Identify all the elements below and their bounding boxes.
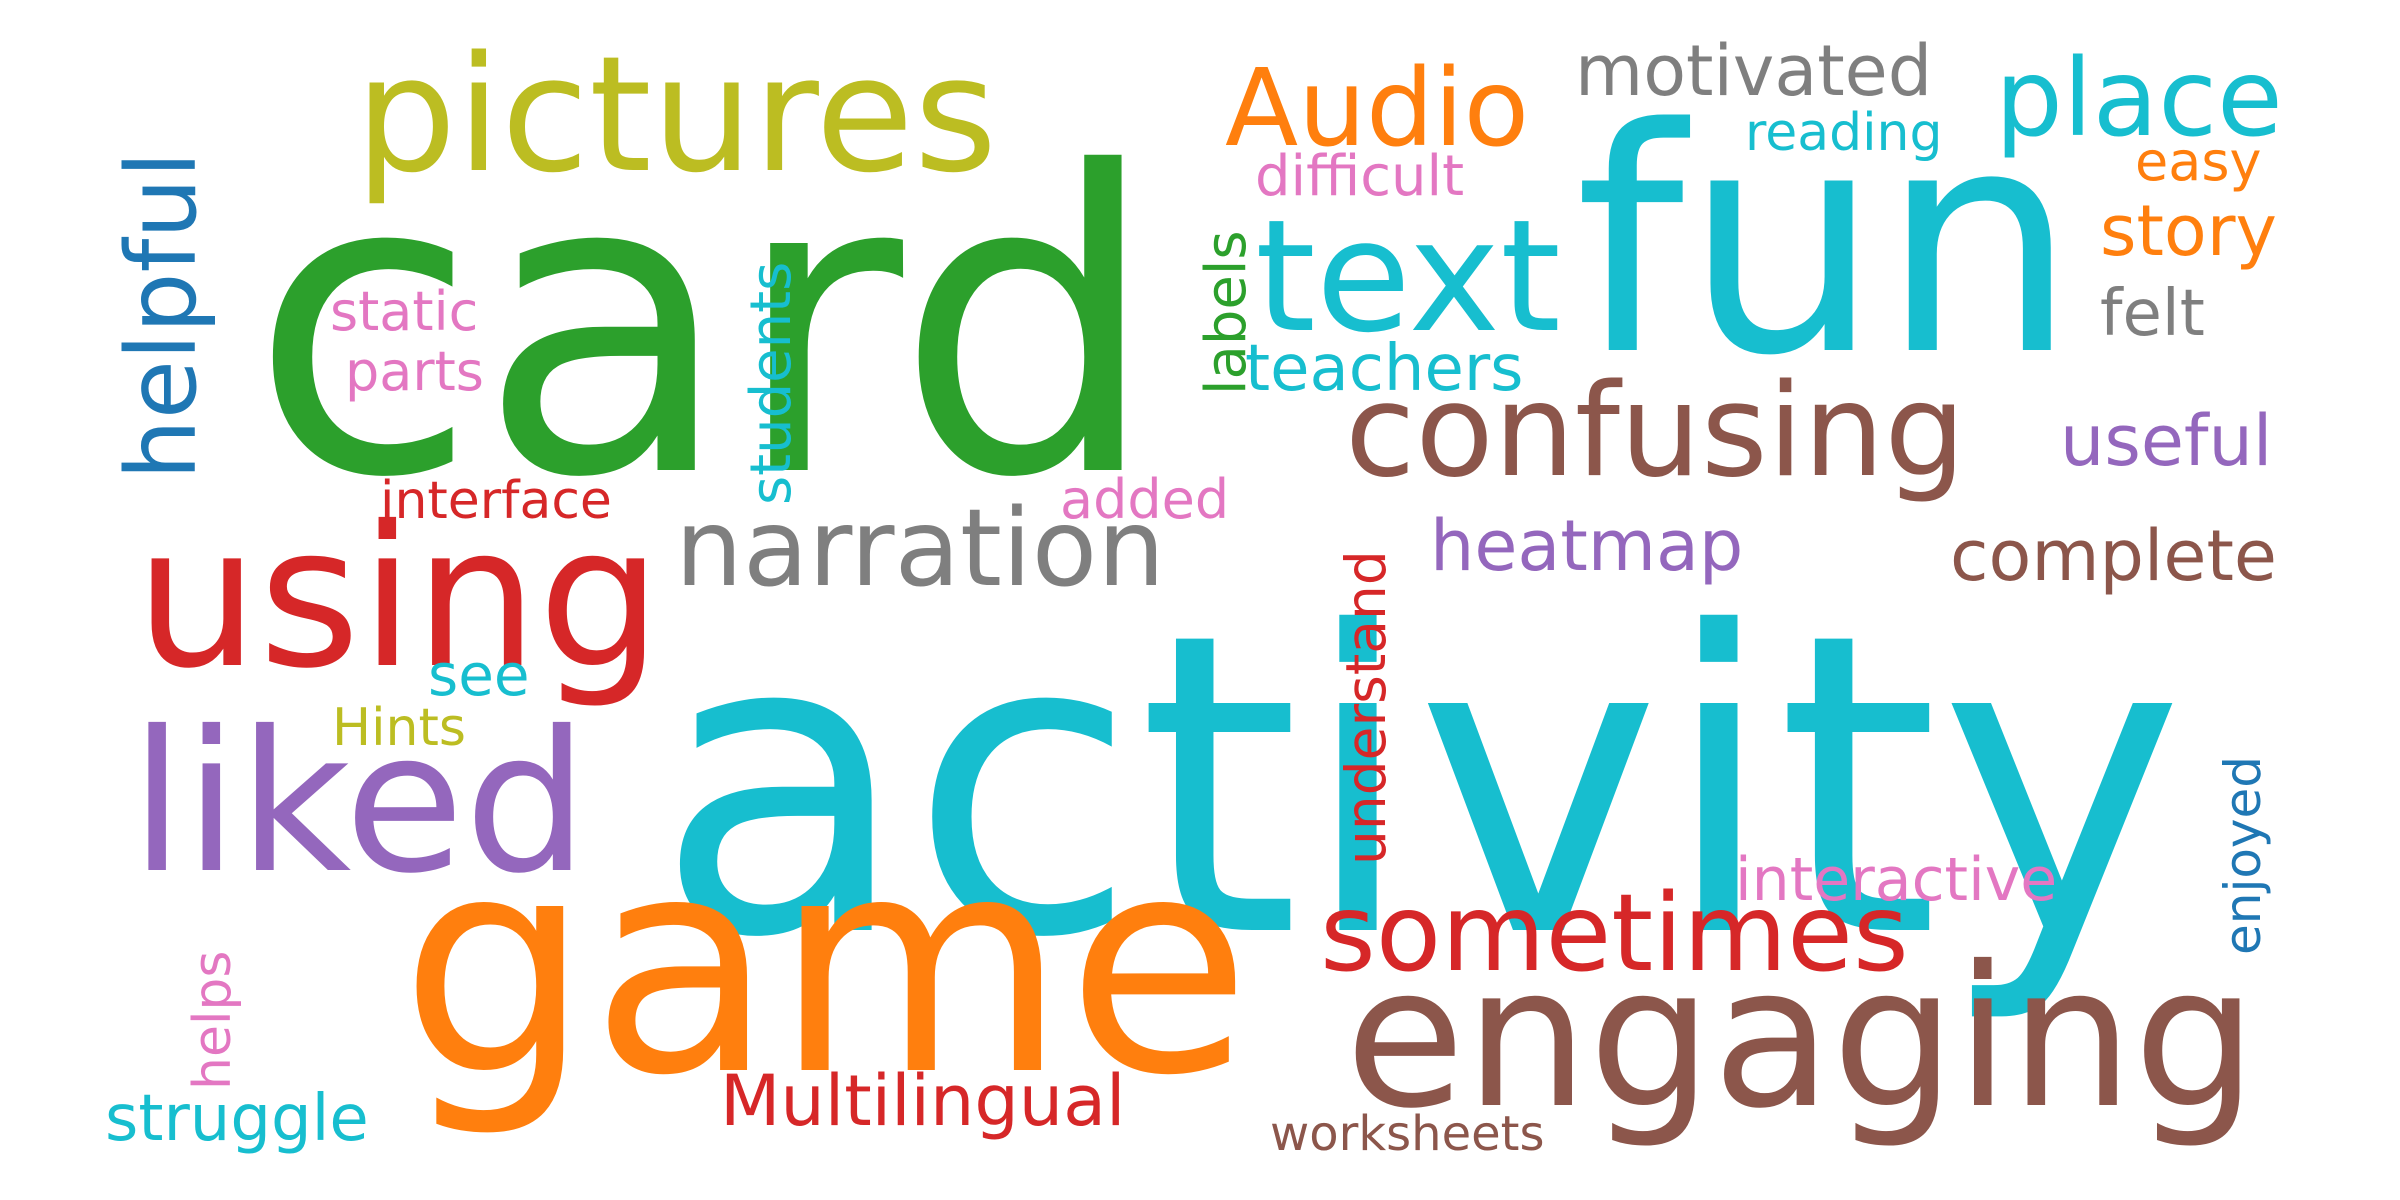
word-sometimes: sometimes: [1320, 872, 1909, 996]
word-students: students: [739, 262, 804, 505]
word-activity: activity: [655, 545, 2185, 1028]
word-interface: interface: [380, 471, 612, 531]
word-using: using: [135, 484, 662, 711]
word-labels: labels: [1194, 230, 1259, 395]
word-enjoyed: enjoyed: [2214, 756, 2272, 955]
word-confusing: confusing: [1345, 357, 1966, 506]
word-text: text: [1255, 186, 1561, 367]
word-see: see: [428, 641, 530, 709]
word-narration: narration: [675, 487, 1165, 611]
word-teachers: teachers: [1245, 332, 1523, 406]
word-helpful: helpful: [106, 151, 218, 480]
word-reading: reading: [1745, 103, 1943, 163]
word-complete: complete: [1950, 515, 2277, 597]
word-Multilingual: Multilingual: [720, 1060, 1126, 1142]
word-worksheets: worksheets: [1270, 1106, 1544, 1162]
word-static: static: [330, 280, 478, 343]
word-motivated: motivated: [1575, 30, 1932, 112]
word-struggle: struggle: [105, 1082, 369, 1156]
word-Hints: Hints: [332, 698, 466, 758]
word-parts: parts: [345, 340, 484, 403]
word-Audio: Audio: [1225, 47, 1529, 171]
word-place: place: [1995, 37, 2283, 161]
word-story: story: [2100, 190, 2277, 272]
word-helps: helps: [183, 951, 243, 1091]
word-game: game: [400, 792, 1251, 1141]
word-card: card: [250, 85, 1159, 568]
word-pictures: pictures: [355, 21, 997, 208]
word-difficult: difficult: [1255, 144, 1464, 209]
word-useful: useful: [2060, 400, 2272, 482]
word-interactive: interactive: [1735, 845, 2057, 915]
word-understand: understand: [1334, 550, 1398, 865]
word-engaging: engaging: [1345, 924, 2257, 1151]
word-added: added: [1060, 468, 1229, 531]
word-fun: fun: [1575, 63, 2077, 424]
word-felt: felt: [2100, 277, 2205, 351]
word-easy: easy: [2135, 130, 2261, 193]
word-heatmap: heatmap: [1430, 505, 1743, 587]
word-liked: liked: [130, 689, 588, 916]
